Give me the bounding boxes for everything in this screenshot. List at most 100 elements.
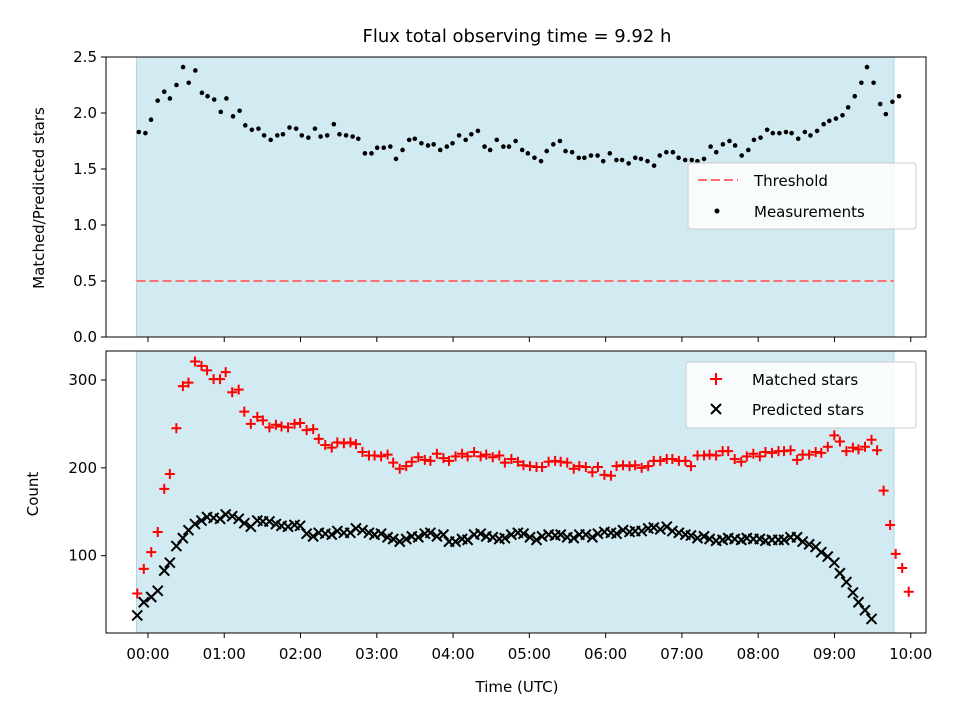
measurement-point xyxy=(588,153,594,158)
predicted-star-point xyxy=(815,546,827,558)
x-tick-label: 08:00 xyxy=(737,645,780,663)
measurement-point xyxy=(482,144,487,149)
matched-star-point xyxy=(220,367,231,378)
measurement-point xyxy=(808,133,813,138)
matched-star-point xyxy=(804,449,815,460)
predicted-star-point xyxy=(437,528,450,541)
bottom-y-axis-label: Count xyxy=(24,472,42,517)
matched-star-point xyxy=(680,455,691,466)
matched-legend-label: Matched stars xyxy=(752,371,858,389)
matched-star-point xyxy=(202,365,213,376)
predicted-star-point xyxy=(524,531,536,543)
predicted-star-point xyxy=(592,528,604,540)
measurement-point xyxy=(331,121,337,127)
matched-star-point xyxy=(394,463,405,474)
measurement-point xyxy=(381,145,387,151)
predicted-star-point xyxy=(865,613,878,625)
matched-star-point xyxy=(457,448,468,459)
measurement-point xyxy=(883,111,889,117)
predicted-star-point xyxy=(487,531,499,543)
matched-star-point xyxy=(183,377,194,388)
matched-star-point xyxy=(475,451,486,462)
measurement-point xyxy=(859,80,864,86)
measurement-point xyxy=(469,131,474,137)
predicted-star-point xyxy=(610,528,623,540)
measurement-point xyxy=(337,131,342,137)
predicted-star-point xyxy=(673,527,685,539)
measurement-point xyxy=(632,155,638,161)
predicted-star-point xyxy=(803,538,815,550)
matched-star-point xyxy=(406,456,417,467)
measurement-point xyxy=(261,133,267,138)
matched-star-point xyxy=(847,442,858,453)
matched-star-point xyxy=(239,406,250,417)
matched-star-point xyxy=(537,461,548,472)
measurement-point xyxy=(701,156,707,162)
matched-star-point xyxy=(587,467,598,478)
y-tick-label: 1.5 xyxy=(73,160,97,178)
predicted-star-point xyxy=(554,528,567,541)
predicted-star-point xyxy=(393,535,406,548)
measurement-point xyxy=(501,144,506,149)
matched-legend-swatch xyxy=(710,373,722,385)
predicted-star-point xyxy=(449,535,462,548)
predicted-star-point xyxy=(586,531,599,543)
measurement-point xyxy=(814,128,820,134)
measurement-point xyxy=(388,144,393,149)
matched-star-point xyxy=(643,461,654,472)
matched-star-point xyxy=(345,437,356,448)
predicted-star-point xyxy=(138,596,150,608)
x-tick-label: 02:00 xyxy=(279,645,322,663)
x-tick-label: 07:00 xyxy=(660,645,703,663)
measurement-point xyxy=(732,143,738,148)
matched-star-point xyxy=(264,422,275,433)
matched-star-point xyxy=(376,451,387,462)
measurement-point xyxy=(638,156,644,162)
matched-star-point xyxy=(283,422,294,433)
matched-star-point xyxy=(245,418,256,429)
matched-star-point xyxy=(462,451,473,462)
measurement-point xyxy=(256,126,261,131)
measurement-point xyxy=(619,157,625,163)
measurement-point xyxy=(840,112,845,118)
predicted-star-point xyxy=(300,528,313,540)
matched-star-point xyxy=(295,418,306,429)
measurement-point xyxy=(664,149,669,155)
matched-star-point xyxy=(506,454,517,465)
predicted-star-point xyxy=(226,510,238,522)
predicted-star-point xyxy=(331,525,344,537)
matched-star-point xyxy=(512,456,523,467)
measurement-point xyxy=(525,151,531,156)
measurement-point xyxy=(306,135,311,140)
y-tick-label: 300 xyxy=(68,371,97,389)
y-tick-label: 0.0 xyxy=(73,328,97,346)
measurement-point xyxy=(802,129,808,135)
measurement-point xyxy=(595,153,600,158)
measurement-point xyxy=(758,135,763,140)
measurement-point xyxy=(538,158,544,164)
measurement-point xyxy=(369,151,374,156)
measurement-point xyxy=(431,142,436,147)
measurement-point xyxy=(437,147,443,153)
predicted-star-point xyxy=(828,557,841,569)
matched-star-point xyxy=(897,562,908,573)
matched-star-point xyxy=(754,451,765,462)
matched-star-point xyxy=(320,440,331,450)
predicted-star-point xyxy=(282,520,294,533)
measurement-point xyxy=(614,157,619,163)
measurement-point xyxy=(670,149,676,155)
predicted-legend-label: Predicted stars xyxy=(752,401,864,419)
matched-star-point xyxy=(326,442,337,453)
measurements-legend-swatch xyxy=(714,208,720,214)
matched-star-point xyxy=(630,460,641,471)
matched-star-point xyxy=(860,441,871,452)
top-legend: Threshold Measurements xyxy=(687,162,917,230)
measurement-point xyxy=(425,143,431,148)
matched-star-point xyxy=(885,519,896,530)
measurement-point xyxy=(746,147,751,153)
measurement-point xyxy=(287,125,292,130)
matched-star-point xyxy=(401,461,412,472)
matched-star-point xyxy=(215,374,226,385)
y-tick-label: 0.5 xyxy=(73,272,97,290)
matched-star-point xyxy=(164,468,175,479)
